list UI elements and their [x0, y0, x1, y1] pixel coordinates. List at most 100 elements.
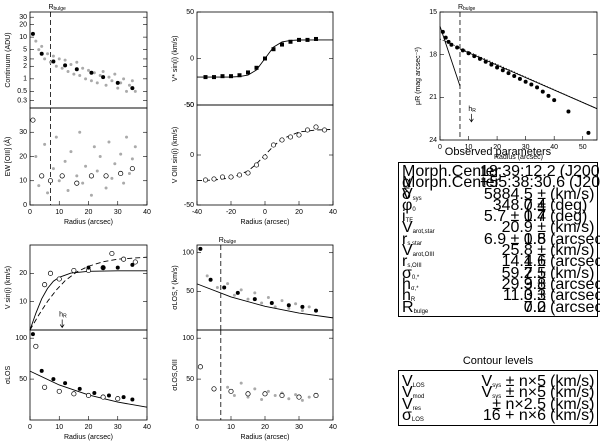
- x-tick-label: -40: [192, 209, 202, 216]
- point: [586, 130, 591, 135]
- point: [39, 51, 44, 56]
- table-row: hR 11.0 ± 0.2(arcsec): [399, 288, 600, 316]
- label: hR: [468, 106, 476, 114]
- text-piece: sys: [412, 195, 422, 202]
- point: [237, 73, 242, 78]
- point: [69, 150, 73, 154]
- text-piece: sys: [492, 394, 502, 401]
- point: [211, 176, 217, 182]
- table-cell: 5884.5 ± 0.4: [483, 185, 546, 214]
- point: [43, 57, 47, 61]
- point: [125, 89, 129, 93]
- contour-table: VLOS Vsys ± n×5 (km/s) Vmod Vsys ± n×5 (km/s)…: [398, 370, 598, 426]
- point: [483, 59, 488, 64]
- table-cell: iTF: [402, 209, 480, 225]
- plot-frame: [196, 329, 334, 421]
- point: [523, 79, 528, 84]
- label-main: R: [458, 4, 463, 11]
- y-tick-label: 50: [19, 376, 27, 383]
- table-cell: (km/s): [550, 384, 595, 402]
- point: [287, 397, 291, 401]
- text-piece: Morph.Center δ: [402, 174, 500, 203]
- point: [226, 385, 230, 389]
- point: [127, 83, 131, 87]
- table-cell: 7.0: [523, 298, 546, 316]
- table-row: Rbulge 7.0(arcsec): [399, 298, 600, 316]
- point: [260, 398, 264, 402]
- text-piece: sys: [492, 383, 502, 389]
- point: [107, 75, 111, 79]
- point: [66, 69, 70, 73]
- point: [57, 179, 61, 183]
- point: [535, 85, 540, 90]
- y-tick-label: 0.3: [17, 97, 27, 104]
- point: [287, 134, 294, 140]
- point: [69, 63, 73, 67]
- text-piece: σ,*: [410, 285, 419, 292]
- point: [307, 395, 311, 399]
- point: [300, 398, 304, 402]
- point: [208, 277, 213, 282]
- point: [222, 285, 227, 290]
- table-row: Varot,OIII 25.8 ± 1.6 (km/s): [399, 242, 597, 270]
- point: [88, 173, 94, 179]
- y-tick-label: 1: [23, 76, 27, 83]
- point: [40, 44, 44, 48]
- text-piece: σ: [402, 406, 412, 424]
- point: [226, 282, 230, 286]
- point: [279, 137, 285, 143]
- table-cell: Vsys ± n×5: [480, 385, 550, 401]
- point: [81, 66, 85, 70]
- point: [219, 174, 226, 180]
- table-cell: Vsys: [402, 186, 480, 202]
- y-tick-label: 50: [186, 102, 194, 109]
- x-tick-label: 20: [295, 209, 303, 216]
- table-cell: Morph.Center α: [402, 163, 500, 190]
- table-title: Contour levels: [462, 355, 534, 367]
- y-tick-label: 3: [23, 56, 27, 63]
- point: [517, 76, 522, 81]
- point: [125, 135, 129, 139]
- point: [57, 57, 61, 61]
- point: [86, 265, 91, 270]
- point: [37, 48, 41, 52]
- point: [30, 31, 35, 36]
- table-row: Morph.Center δ+55:38:30.6(J2000): [399, 175, 600, 203]
- point: [212, 75, 216, 80]
- table-row: σLOS 16 + n×6 (km/s): [399, 406, 597, 424]
- table-cell: Vsys ± n×5: [480, 374, 550, 390]
- text-piece: V: [402, 384, 413, 402]
- y-tick-label: 20: [19, 270, 27, 277]
- x-tick-label: 0: [438, 144, 442, 151]
- point: [130, 397, 135, 402]
- text-piece: arot,star: [412, 229, 435, 236]
- y-axis-label: σLOS: [5, 366, 12, 385]
- text-piece: TF: [405, 218, 413, 225]
- text-piece: h: [402, 275, 411, 293]
- table-cell: rs,star: [402, 230, 480, 248]
- point: [229, 74, 233, 79]
- point: [253, 387, 257, 391]
- point: [100, 394, 106, 400]
- x-tick-label: 30: [522, 144, 530, 151]
- point: [63, 159, 67, 163]
- text-piece: 0: [412, 206, 416, 213]
- x-axis-label: Radius (arcsec): [64, 219, 113, 226]
- y-axis-label: μR (mag arcsec⁻²): [415, 47, 422, 105]
- point: [72, 72, 76, 76]
- point: [460, 48, 465, 53]
- point: [273, 393, 277, 397]
- text-piece: r: [402, 230, 408, 248]
- y-tick-label: 18: [429, 52, 437, 59]
- model-line: [196, 283, 334, 319]
- point: [266, 389, 270, 393]
- text-piece: ± n×2.5: [492, 395, 546, 413]
- point: [95, 169, 99, 173]
- point: [443, 35, 448, 40]
- point: [215, 286, 219, 289]
- point: [130, 157, 134, 161]
- table-cell: (deg): [550, 196, 588, 214]
- table-cell: 59.7 ± 3.8: [501, 264, 546, 293]
- point: [46, 52, 50, 56]
